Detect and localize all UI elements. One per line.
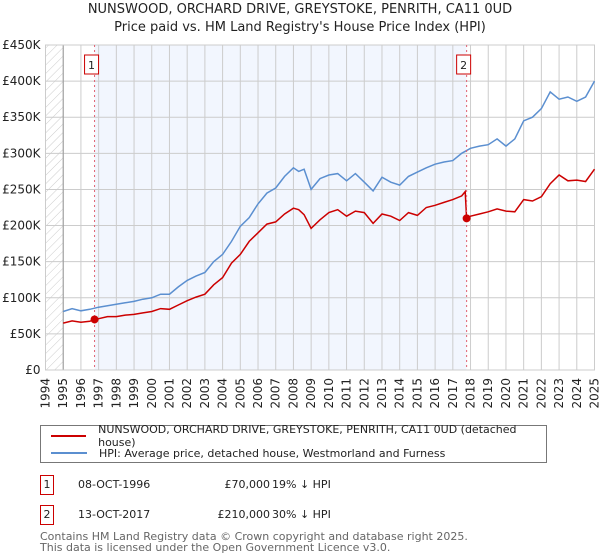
no-data-hatch bbox=[45, 45, 64, 370]
x-tick-label: 2000 bbox=[145, 378, 159, 409]
x-tick-label: 2016 bbox=[428, 378, 442, 409]
x-tick-label: 2013 bbox=[375, 378, 389, 409]
sale-date: 08-OCT-1996 bbox=[78, 478, 151, 491]
x-tick-label: 2004 bbox=[216, 378, 230, 409]
plot-border bbox=[45, 44, 595, 371]
sale-label: 1 bbox=[88, 59, 95, 72]
x-tick-label: 2007 bbox=[269, 378, 283, 409]
x-tick-label: 2005 bbox=[233, 378, 247, 409]
x-tick-label: 2018 bbox=[464, 378, 478, 409]
x-tick-label: 1996 bbox=[74, 378, 88, 409]
sale-marker: 1 bbox=[40, 475, 54, 495]
x-tick-label: 2008 bbox=[286, 378, 300, 409]
x-tick-label: 2019 bbox=[481, 378, 495, 409]
sale-label-box bbox=[456, 54, 472, 75]
y-tick-label: £400K bbox=[2, 74, 42, 88]
legend-item-hpi: HPI: Average price, detached house, West… bbox=[51, 445, 445, 461]
y-tick-label: £450K bbox=[2, 38, 42, 52]
legend-label: NUNSWOOD, ORCHARD DRIVE, GREYSTOKE, PENR… bbox=[98, 423, 517, 449]
x-tick-label: 2014 bbox=[393, 378, 407, 409]
x-tick-label: 2015 bbox=[410, 378, 424, 409]
x-tick-label: 2023 bbox=[552, 378, 566, 409]
sale-label-box bbox=[84, 54, 100, 75]
red-line-swatch bbox=[51, 435, 87, 437]
x-tick-label: 1998 bbox=[109, 378, 123, 409]
sale-hpi-diff: 30% ↓ HPI bbox=[272, 508, 331, 521]
sale-marker: 2 bbox=[40, 505, 54, 525]
price-chart: 1994 1995 1996 1997 1998 1999 2000 2001 2002 2003… bbox=[2, 38, 600, 409]
property-price-line bbox=[63, 168, 596, 324]
y-tick-label: £350K bbox=[2, 110, 42, 124]
x-tick-label: 2001 bbox=[162, 378, 176, 409]
x-tick-label: 2022 bbox=[534, 378, 548, 409]
x-tick-label: 1995 bbox=[56, 378, 70, 409]
x-tick-label: 2012 bbox=[357, 378, 371, 409]
x-tick-label: 2011 bbox=[340, 378, 354, 409]
x-tick-label: 2010 bbox=[322, 378, 336, 409]
sale-date: 13-OCT-2017 bbox=[78, 508, 151, 521]
sale-point bbox=[462, 214, 471, 223]
chart-title: NUNSWOOD, ORCHARD DRIVE, GREYSTOKE, PENR… bbox=[87, 2, 513, 17]
hpi-line bbox=[62, 80, 596, 313]
sale-price: £70,000 bbox=[224, 478, 271, 491]
x-tick-label: 2025 bbox=[588, 378, 600, 409]
y-tick-label: £150K bbox=[2, 255, 42, 269]
x-tick-label: 2002 bbox=[180, 378, 194, 409]
y-tick-label: £0 bbox=[25, 363, 40, 377]
x-tick-label: 1994 bbox=[39, 378, 53, 409]
x-tick-label: 2003 bbox=[198, 378, 212, 409]
x-tick-label: 2024 bbox=[570, 378, 584, 409]
x-tick-label: 1997 bbox=[92, 378, 106, 409]
x-tick-label: 1999 bbox=[127, 378, 141, 409]
legend: NUNSWOOD, ORCHARD DRIVE, GREYSTOKE, PENR… bbox=[40, 423, 547, 463]
y-tick-label: £200K bbox=[2, 219, 42, 233]
legend-item-property: NUNSWOOD, ORCHARD DRIVE, GREYSTOKE, PENR… bbox=[51, 423, 546, 449]
x-tick-label: 2006 bbox=[251, 378, 265, 409]
footer-copyright: Contains HM Land Registry data © Crown c… bbox=[40, 530, 468, 543]
footer-licence: This data is licensed under the Open Gov… bbox=[40, 541, 391, 554]
y-tick-label: £250K bbox=[2, 182, 42, 196]
x-tick-label: 2017 bbox=[446, 378, 460, 409]
x-tick-label: 2020 bbox=[499, 378, 513, 409]
chart-subtitle: Price paid vs. HM Land Registry's House … bbox=[114, 20, 486, 35]
x-tick-label: 2009 bbox=[304, 378, 318, 409]
sale-price: £210,000 bbox=[217, 508, 271, 521]
sale-label: 2 bbox=[460, 59, 467, 72]
legend-label: HPI: Average price, detached house, West… bbox=[99, 446, 446, 460]
y-tick-label: £50K bbox=[10, 327, 42, 341]
sale-point bbox=[90, 315, 99, 324]
footer: Contains HM Land Registry data © Crown c… bbox=[40, 531, 468, 553]
sale-hpi-diff: 19% ↓ HPI bbox=[272, 478, 331, 491]
x-tick-label: 2021 bbox=[517, 378, 531, 409]
y-tick-label: £300K bbox=[2, 146, 42, 160]
ownership-shading bbox=[94, 45, 467, 370]
blue-line-swatch bbox=[51, 452, 87, 454]
y-tick-label: £100K bbox=[2, 291, 42, 305]
